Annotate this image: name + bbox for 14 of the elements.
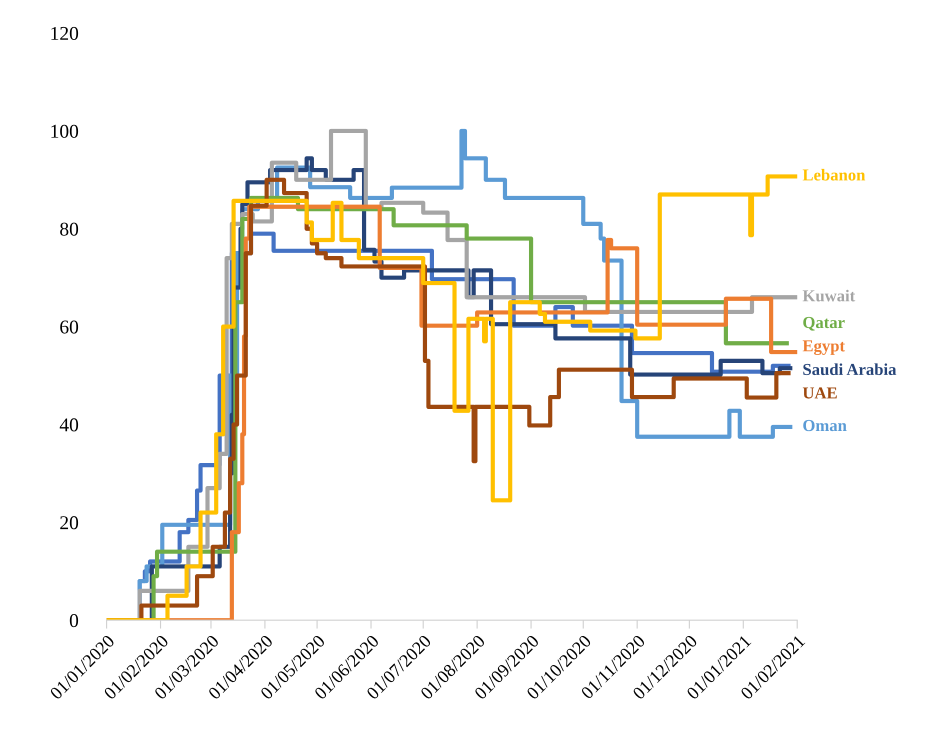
series-label: Lebanon [802, 168, 866, 181]
y-tick-label: 20 [60, 516, 78, 530]
series-label: Oman [803, 420, 847, 432]
series-label: Saudi Arabia [803, 363, 896, 376]
series-label: UAE [802, 387, 837, 399]
y-tick-label: 120 [51, 26, 78, 40]
series-label: Egypt [802, 340, 845, 355]
y-tick-label: 80 [60, 222, 78, 236]
y-tick-label: 60 [60, 320, 78, 334]
y-tick-label: 0 [70, 614, 78, 628]
y-tick-label: 40 [60, 418, 78, 432]
y-tick-label: 100 [51, 124, 78, 138]
series-label: Kuwait [802, 290, 856, 302]
series-label: Qatar [803, 316, 845, 331]
